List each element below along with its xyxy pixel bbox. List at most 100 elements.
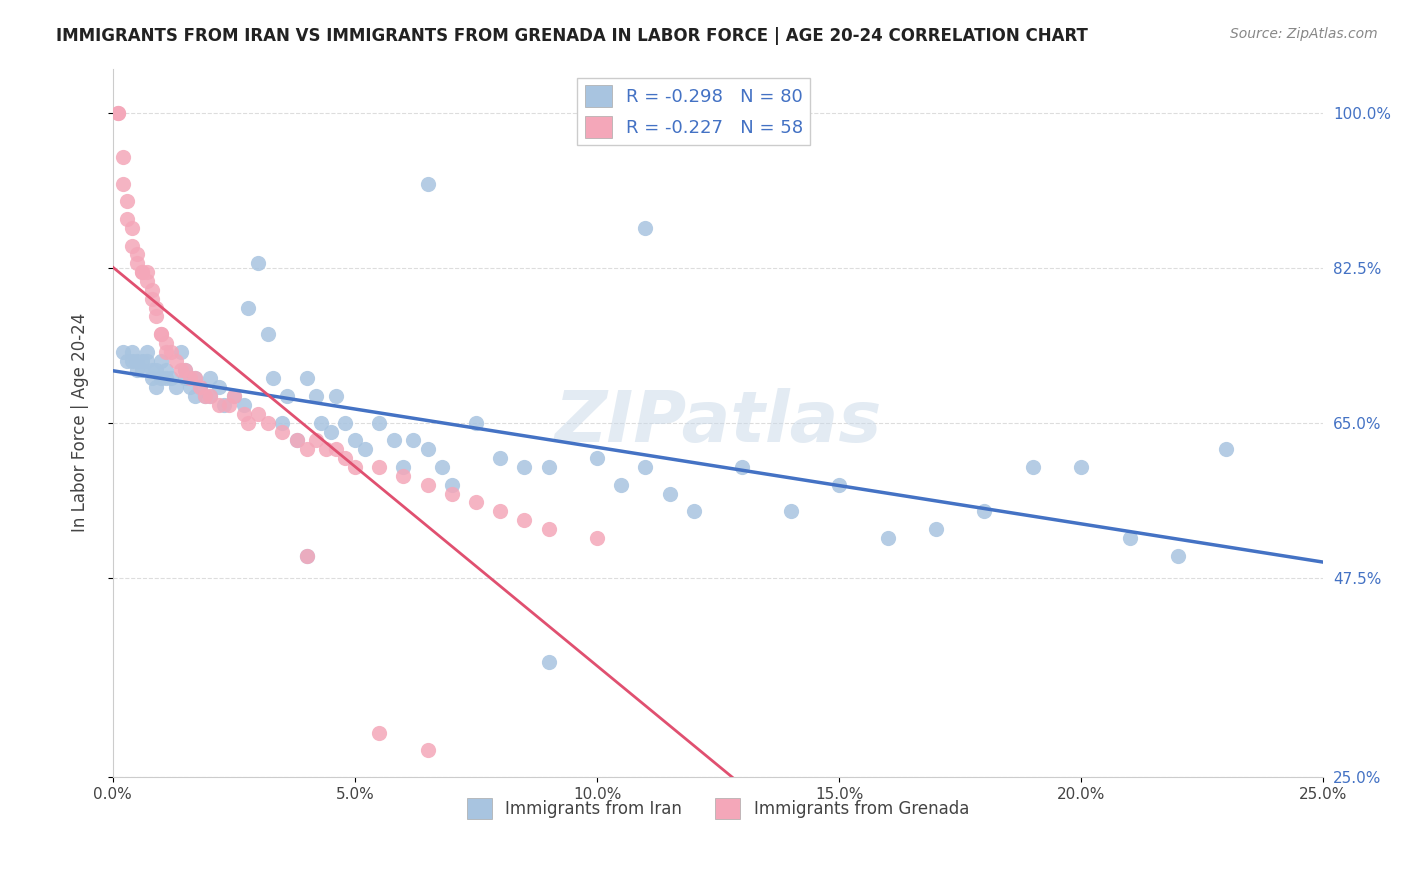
- Point: [131, 265, 153, 279]
- Point: [828, 477, 851, 491]
- Point: [276, 389, 298, 403]
- Point: [135, 274, 157, 288]
- Point: [155, 344, 177, 359]
- Point: [208, 398, 231, 412]
- Point: [111, 177, 134, 191]
- Point: [125, 353, 148, 368]
- Point: [198, 389, 221, 403]
- Point: [131, 353, 153, 368]
- Point: [184, 389, 207, 403]
- Point: [319, 425, 342, 439]
- Point: [382, 434, 405, 448]
- Point: [271, 416, 294, 430]
- Point: [135, 353, 157, 368]
- Point: [131, 265, 153, 279]
- Point: [1022, 460, 1045, 475]
- Point: [343, 460, 366, 475]
- Point: [368, 725, 391, 739]
- Point: [117, 212, 139, 227]
- Point: [131, 362, 153, 376]
- Point: [658, 486, 681, 500]
- Point: [305, 389, 328, 403]
- Point: [335, 451, 357, 466]
- Point: [169, 344, 191, 359]
- Point: [489, 504, 512, 518]
- Point: [256, 327, 278, 342]
- Point: [150, 371, 173, 385]
- Y-axis label: In Labor Force | Age 20-24: In Labor Force | Age 20-24: [72, 313, 89, 533]
- Point: [465, 495, 488, 509]
- Point: [586, 451, 609, 466]
- Point: [537, 460, 560, 475]
- Point: [111, 344, 134, 359]
- Point: [325, 442, 347, 457]
- Text: Source: ZipAtlas.com: Source: ZipAtlas.com: [1230, 27, 1378, 41]
- Point: [107, 105, 129, 120]
- Point: [169, 362, 191, 376]
- Point: [141, 292, 163, 306]
- Point: [165, 380, 187, 394]
- Point: [198, 371, 221, 385]
- Point: [121, 220, 143, 235]
- Point: [141, 362, 163, 376]
- Point: [155, 362, 177, 376]
- Point: [925, 522, 948, 536]
- Point: [121, 238, 143, 252]
- Point: [256, 416, 278, 430]
- Point: [125, 362, 148, 376]
- Point: [416, 177, 439, 191]
- Point: [208, 380, 231, 394]
- Point: [1167, 549, 1189, 563]
- Point: [1215, 442, 1237, 457]
- Point: [682, 504, 704, 518]
- Point: [295, 442, 318, 457]
- Point: [111, 150, 134, 164]
- Point: [402, 434, 425, 448]
- Point: [731, 460, 754, 475]
- Point: [430, 460, 453, 475]
- Point: [184, 371, 207, 385]
- Point: [150, 327, 173, 342]
- Point: [392, 460, 415, 475]
- Point: [315, 442, 337, 457]
- Point: [155, 336, 177, 351]
- Point: [212, 398, 235, 412]
- Point: [305, 434, 328, 448]
- Text: ZIPatlas: ZIPatlas: [554, 388, 882, 458]
- Point: [145, 362, 167, 376]
- Point: [262, 371, 284, 385]
- Text: IMMIGRANTS FROM IRAN VS IMMIGRANTS FROM GRENADA IN LABOR FORCE | AGE 20-24 CORRE: IMMIGRANTS FROM IRAN VS IMMIGRANTS FROM …: [56, 27, 1088, 45]
- Point: [335, 416, 357, 430]
- Point: [309, 416, 332, 430]
- Point: [155, 371, 177, 385]
- Point: [973, 504, 995, 518]
- Point: [610, 477, 633, 491]
- Point: [586, 531, 609, 545]
- Point: [222, 389, 245, 403]
- Point: [141, 283, 163, 297]
- Point: [160, 344, 183, 359]
- Point: [135, 344, 157, 359]
- Point: [188, 380, 211, 394]
- Point: [145, 310, 167, 324]
- Point: [160, 371, 183, 385]
- Point: [537, 522, 560, 536]
- Point: [537, 655, 560, 669]
- Point: [440, 477, 463, 491]
- Point: [165, 353, 187, 368]
- Point: [194, 389, 217, 403]
- Point: [247, 256, 270, 270]
- Point: [634, 220, 657, 235]
- Point: [634, 460, 657, 475]
- Point: [117, 353, 139, 368]
- Point: [343, 434, 366, 448]
- Point: [174, 362, 197, 376]
- Point: [285, 434, 308, 448]
- Point: [238, 301, 260, 315]
- Point: [174, 371, 197, 385]
- Point: [150, 353, 173, 368]
- Point: [232, 398, 254, 412]
- Point: [779, 504, 801, 518]
- Point: [117, 194, 139, 209]
- Point: [194, 389, 217, 403]
